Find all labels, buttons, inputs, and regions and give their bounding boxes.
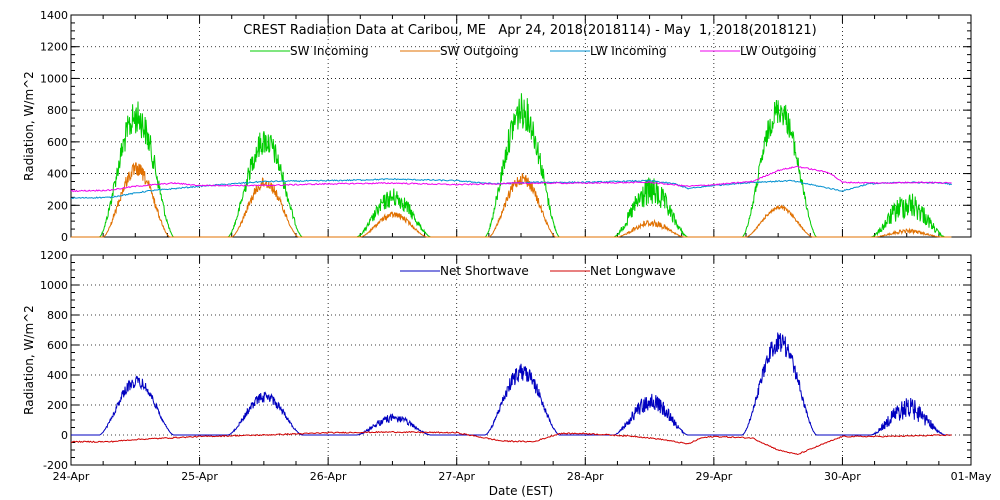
top-plot-frame: [70, 14, 972, 238]
top-plot-y-axis-label: Radiation, W/m^2: [22, 71, 36, 181]
legend-label-lw-incoming: LW Incoming: [590, 44, 667, 58]
top-plot-series-sw-outgoing: [71, 162, 952, 238]
bottom-plot-y-tick-label: 0: [61, 429, 68, 442]
bottom-plot-y-axis-label: Radiation, W/m^2: [22, 305, 36, 415]
top-plot-y-tick-label: 200: [47, 199, 68, 212]
bottom-plot-y-tick-label: 800: [47, 309, 68, 322]
top-plot-y-tick-label: 600: [47, 136, 68, 149]
bottom-plot-x-tick-label: 28-Apr: [567, 470, 604, 483]
bottom-plot-y-tick-label: 600: [47, 339, 68, 352]
bottom-plot-series-net-longwave: [70, 430, 952, 456]
bottom-plot-x-tick-label: 30-Apr: [824, 470, 861, 483]
bottom-plot-y-tick-label: 1000: [40, 279, 68, 292]
top-plot-y-tick-label: 1400: [40, 9, 68, 22]
bottom-plot-x-ticks: 24-Apr 25-Apr 26-Apr 27-Apr 28-Apr 29-Apr 30-A…: [53, 470, 992, 483]
bottom-plot-grid: [71, 255, 971, 465]
top-plot-series-lw-outgoing: [70, 165, 952, 193]
bottom-plot-x-tick-label: 27-Apr: [438, 470, 475, 483]
legend-label-sw-outgoing: SW Outgoing: [440, 44, 519, 58]
bottom-plot-y-tick-label: -200: [43, 459, 68, 472]
legend-label-lw-outgoing: LW Outgoing: [740, 44, 817, 58]
bottom-plot-series: [70, 332, 952, 456]
top-plot-y-tick-label: 800: [47, 104, 68, 117]
bottom-plot-x-tick-label: 24-Apr: [53, 470, 90, 483]
x-axis-label: Date (EST): [489, 484, 553, 498]
bottom-plot-x-tick-label: 29-Apr: [695, 470, 732, 483]
bottom-plot-y-tick-label: 200: [47, 399, 68, 412]
bottom-plot-x-tick-label: 26-Apr: [310, 470, 347, 483]
top-plot-series: [70, 93, 952, 238]
top-plot-y-ticks: 0 200 400 600 800 1000 1200 1400: [40, 9, 972, 244]
bottom-plot-x-tick-label: 25-Apr: [181, 470, 218, 483]
top-plot-grid: [71, 15, 971, 237]
top-plot-y-tick-label: 1200: [40, 41, 68, 54]
legend-label-net-shortwave: Net Shortwave: [440, 264, 529, 278]
bottom-plot-y-tick-label: 400: [47, 369, 68, 382]
top-plot-y-tick-label: 1000: [40, 72, 68, 85]
top-plot-series-sw-incoming: [71, 93, 952, 238]
legend-label-sw-incoming: SW Incoming: [290, 44, 369, 58]
top-plot-y-tick-label: 0: [61, 231, 68, 244]
top-plot-title: CREST Radiation Data at Caribou, ME Apr …: [243, 23, 816, 38]
top-plot-y-tick-label: 400: [47, 168, 68, 181]
bottom-plot-frame: [70, 254, 972, 466]
bottom-plot-y-ticks: -200 0 200 400 600 800 1000 1200: [40, 249, 972, 472]
bottom-plot-series-net-shortwave: [71, 332, 952, 436]
legend-label-net-longwave: Net Longwave: [590, 264, 676, 278]
bottom-plot-x-tick-label: 01-May: [951, 470, 992, 483]
bottom-plot-y-tick-label: 1200: [40, 249, 68, 262]
